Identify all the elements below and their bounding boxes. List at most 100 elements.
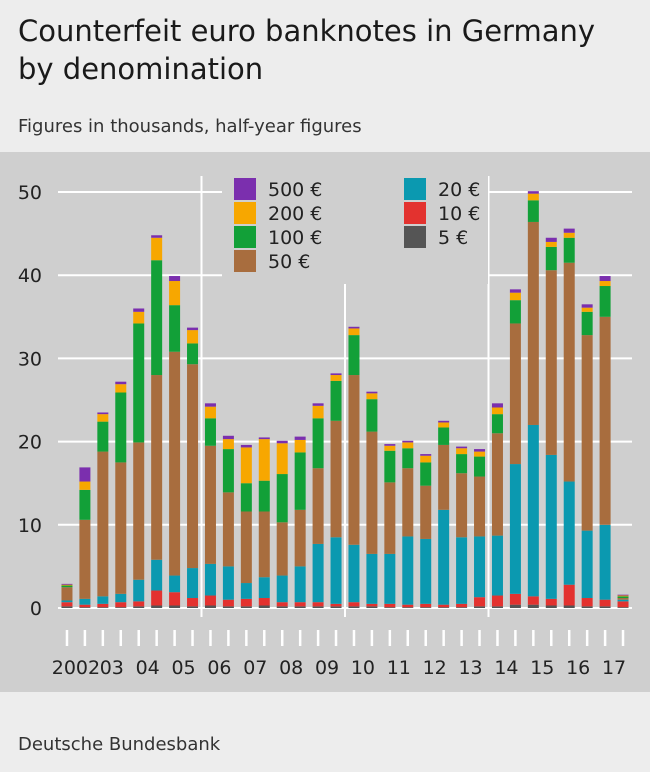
- bar-segment: [276, 440, 288, 444]
- bar-segment: [312, 606, 324, 608]
- bar-segment: [438, 420, 450, 423]
- bar-segment: [330, 375, 342, 381]
- bar-segment: [276, 474, 288, 523]
- x-tick-label: 10: [351, 657, 375, 679]
- bar-segment: [61, 602, 73, 607]
- bar-segment: [491, 606, 503, 608]
- bar-segment: [169, 281, 181, 306]
- bar-segment: [509, 300, 521, 324]
- bar-segment: [312, 602, 324, 607]
- bar-segment: [563, 237, 575, 263]
- bar-segment: [563, 228, 575, 233]
- bar-segment: [115, 381, 127, 385]
- bar-segment: [420, 538, 432, 604]
- x-tick-label: 11: [387, 657, 411, 679]
- bar-segment: [294, 606, 306, 608]
- bar-segment: [617, 595, 629, 597]
- x-tick-label: 05: [171, 657, 195, 679]
- bar-segment: [563, 481, 575, 585]
- bar-segment: [240, 483, 252, 512]
- bar-segment: [366, 399, 378, 432]
- bar-segment: [348, 602, 360, 607]
- bar-segment: [276, 522, 288, 576]
- bar-segment: [384, 450, 396, 483]
- bar-segment: [97, 414, 109, 422]
- x-tick-label: 04: [136, 657, 160, 679]
- legend-label: 100 €: [268, 227, 322, 249]
- bar-segment: [491, 403, 503, 408]
- bar-segment: [402, 536, 414, 605]
- legend-label: 500 €: [268, 179, 322, 201]
- bar-segment: [563, 584, 575, 606]
- bar-segment: [97, 603, 109, 608]
- x-tick-label: 15: [530, 657, 554, 679]
- bar-segment: [258, 439, 270, 481]
- x-tick-label: 16: [566, 657, 590, 679]
- bar-segment: [456, 473, 468, 538]
- bar-segment: [509, 464, 521, 594]
- bar-segment: [79, 607, 91, 608]
- bar-segment: [276, 575, 288, 603]
- legend-swatch: [234, 202, 256, 224]
- bar-segment: [240, 598, 252, 607]
- bar-segment: [79, 489, 91, 520]
- bar-segment: [456, 607, 468, 608]
- bar-segment: [151, 235, 163, 238]
- bar-segment: [420, 603, 432, 608]
- legend-label: 200 €: [268, 203, 322, 225]
- legend-swatch: [234, 226, 256, 248]
- bar-segment: [456, 454, 468, 474]
- bar-segment: [474, 449, 486, 452]
- bar-segment: [384, 603, 396, 608]
- bar-segment: [348, 544, 360, 603]
- bar-segment: [294, 566, 306, 603]
- bar-segment: [204, 403, 216, 407]
- bar-segment: [384, 607, 396, 608]
- bar-segment: [491, 595, 503, 607]
- legend-swatch: [234, 250, 256, 272]
- bar-segment: [79, 467, 91, 482]
- bar-segment: [617, 599, 629, 602]
- bar-segment: [402, 448, 414, 469]
- bar-segment: [581, 311, 593, 336]
- bar-segment: [384, 445, 396, 451]
- x-tick-label: 12: [423, 657, 447, 679]
- y-tick-label: 50: [18, 182, 42, 204]
- bar-segment: [545, 270, 557, 455]
- bar-segment: [527, 604, 539, 608]
- chart-title: Counterfeit euro banknotes in Germany by…: [18, 14, 596, 86]
- bar-segment: [438, 444, 450, 510]
- x-tick-label: 17: [602, 657, 626, 679]
- bar-segment: [581, 335, 593, 531]
- bar-segment: [240, 583, 252, 599]
- bar-segment: [258, 480, 270, 512]
- bar-segment: [133, 311, 145, 324]
- bar-segment: [258, 577, 270, 599]
- bar-segment: [294, 439, 306, 453]
- bar-segment: [509, 593, 521, 605]
- bar-segment: [115, 602, 127, 608]
- bar-segment: [222, 606, 234, 608]
- bar-segment: [527, 200, 539, 222]
- y-tick-label: 40: [18, 265, 42, 287]
- x-tick-label: 2002: [52, 657, 100, 679]
- bar-segment: [276, 443, 288, 475]
- bar-segment: [617, 594, 629, 596]
- bar-segment: [545, 605, 557, 608]
- bar-segment: [115, 392, 127, 463]
- bar-segment: [581, 530, 593, 599]
- bar-segment: [581, 606, 593, 608]
- bar-segment: [456, 448, 468, 455]
- bar-segment: [402, 607, 414, 608]
- bar-segment: [563, 605, 575, 608]
- bar-segment: [348, 328, 360, 336]
- bar-segment: [133, 579, 145, 602]
- bar-segment: [563, 232, 575, 238]
- bar-segment: [222, 449, 234, 493]
- bar-segment: [294, 452, 306, 510]
- bar-segment: [115, 462, 127, 594]
- x-tick-label: 03: [100, 657, 124, 679]
- bar-segment: [527, 193, 539, 201]
- bar-segment: [599, 524, 611, 600]
- bar-segment: [240, 606, 252, 608]
